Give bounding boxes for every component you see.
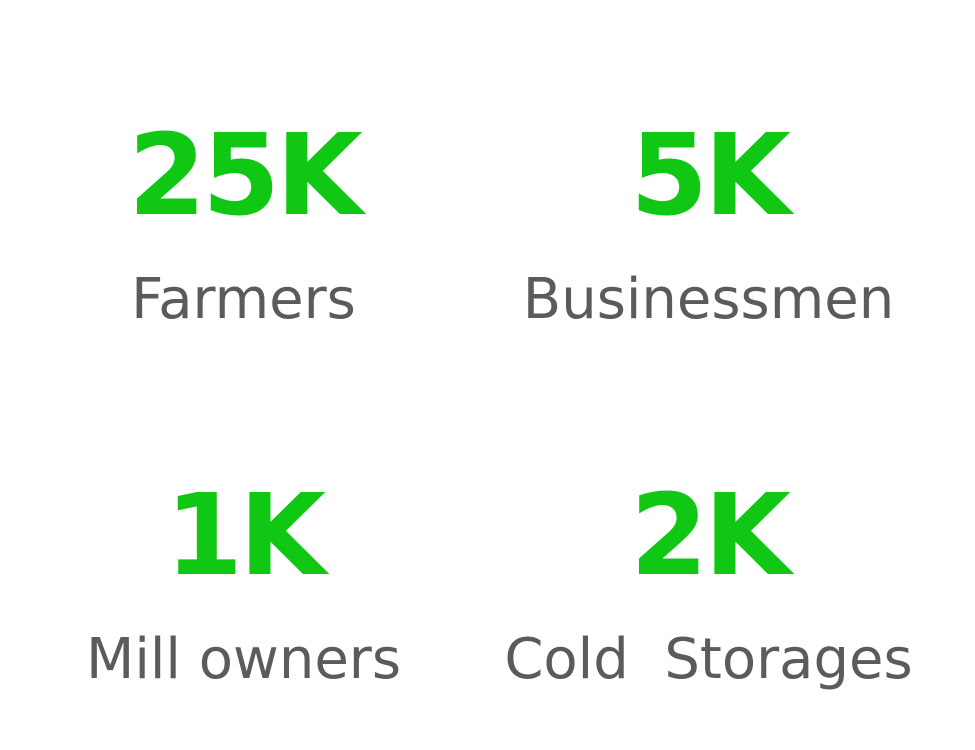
- stat-label: Businessmen: [522, 267, 895, 332]
- stat-cold-storages: 2K Cold Storages: [465, 478, 952, 690]
- stat-label: Mill owners: [86, 627, 401, 692]
- stat-label: Farmers: [131, 267, 356, 332]
- stat-mill-owners: 1K Mill owners: [0, 478, 487, 690]
- stat-label: Cold Storages: [504, 627, 913, 692]
- stat-farmers: 25K Farmers: [0, 118, 487, 330]
- stat-value: 1K: [165, 471, 326, 601]
- stat-businessmen: 5K Businessmen: [465, 118, 952, 330]
- stat-value: 25K: [128, 111, 363, 241]
- stat-value: 2K: [630, 471, 791, 601]
- stat-value: 5K: [630, 111, 791, 241]
